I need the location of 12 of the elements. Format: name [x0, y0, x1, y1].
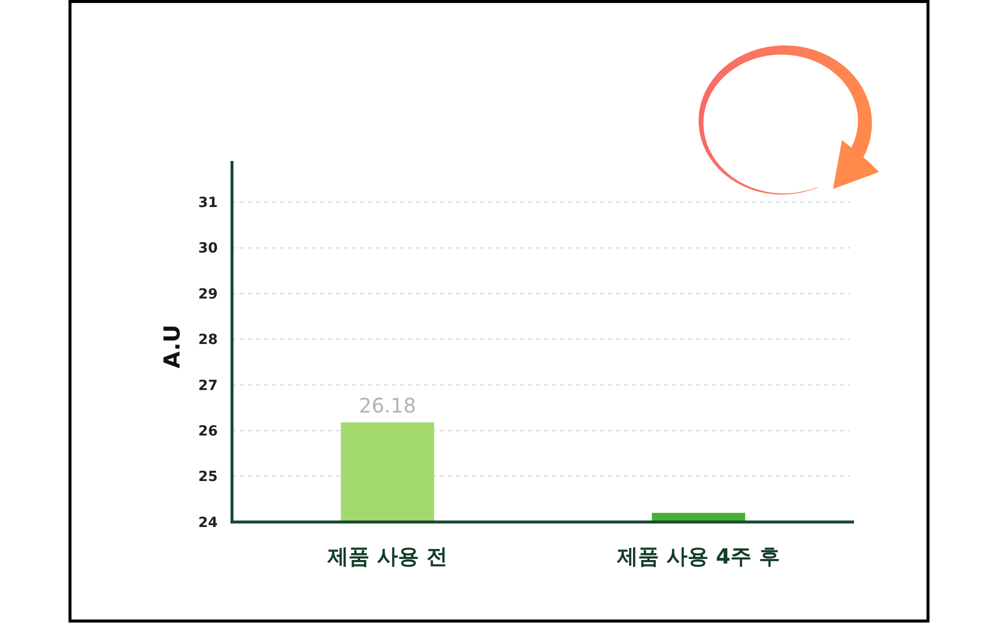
- y-tick-label: 28: [198, 332, 218, 348]
- y-tick-label: 26: [198, 424, 218, 440]
- y-tick-label: 31: [198, 195, 218, 212]
- y-tick-label: 25: [198, 469, 218, 486]
- data-label: 26.18: [358, 393, 416, 418]
- y-axis-title: A.U: [160, 324, 186, 368]
- y-tick-label: 30: [198, 240, 218, 257]
- x-tick-label: 제품 사용 전: [326, 544, 448, 568]
- y-tick-label: 24: [198, 514, 218, 531]
- y-tick-label: 27: [198, 378, 218, 394]
- y-tick-label: 29: [198, 286, 218, 302]
- x-tick-label: 제품 사용 4주 후: [616, 544, 780, 568]
